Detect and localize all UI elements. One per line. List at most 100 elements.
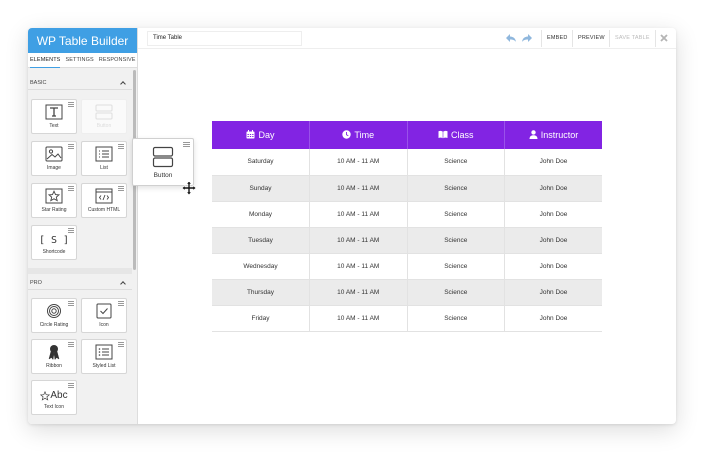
tab-elements[interactable]: ELEMENTS [30,53,61,68]
preview-button[interactable]: PREVIEW [578,35,605,41]
drag-handle-icon[interactable] [68,102,74,107]
cell-day[interactable]: Saturday [212,149,310,176]
user-icon [529,130,538,139]
move-cursor-icon [181,180,197,196]
table-row: Monday 10 AM - 11 AM Science John Doe [212,201,602,228]
cell-time[interactable]: 10 AM - 11 AM [309,253,408,280]
section-divider [28,268,132,274]
element-text[interactable]: Text [31,99,77,134]
header-cell-class[interactable]: Class [407,121,505,149]
cell-class[interactable]: Science [407,149,505,176]
header-label: Instructor [540,130,579,140]
drag-handle-icon[interactable] [68,301,74,306]
element-list[interactable]: List [81,141,127,176]
cell-class[interactable]: Science [407,253,505,280]
header-cell-instructor[interactable]: Instructor [504,121,602,149]
element-image[interactable]: Image [31,141,77,176]
element-custom-html[interactable]: Custom HTML [81,183,127,218]
element-star-rating[interactable]: Star Rating [31,183,77,218]
table-row: Tuesday 10 AM - 11 AM Science John Doe [212,227,602,254]
embed-button[interactable]: EMBED [547,35,568,41]
drag-handle-icon[interactable] [118,144,124,149]
header-cell-day[interactable]: Day [212,121,310,149]
clock-icon [342,130,352,139]
toolbar-divider [541,30,542,47]
cell-time[interactable]: 10 AM - 11 AM [309,279,408,306]
section-title: BASIC [30,79,47,86]
save-table-button[interactable]: SAVE TABLE [615,35,650,41]
element-label: List [100,165,108,171]
cell-time[interactable]: 10 AM - 11 AM [309,201,408,228]
close-icon[interactable] [658,32,670,44]
drag-handle-icon[interactable] [68,186,74,191]
checkbox-icon [96,303,112,319]
redo-icon[interactable] [521,32,533,44]
element-label: Text Icon [43,404,64,410]
cell-instructor[interactable]: John Doe [504,227,602,254]
cell-day[interactable]: Friday [212,305,310,332]
section-basic-header[interactable]: BASIC [28,76,132,90]
drag-handle-icon[interactable] [68,144,74,149]
element-icon[interactable]: Icon [81,298,127,333]
element-label: Styled List [92,363,116,369]
time-table: Day Time Class Instructor [212,121,602,332]
drag-handle-icon[interactable] [118,186,124,191]
drag-handle-icon[interactable] [118,342,124,347]
cell-day[interactable]: Monday [212,201,310,228]
drag-label: Button [153,171,173,179]
undo-icon[interactable] [505,32,517,44]
cell-class[interactable]: Science [407,175,505,202]
cell-class[interactable]: Science [407,201,505,228]
element-button[interactable]: Button [81,99,127,134]
chevron-up-icon[interactable] [120,80,126,87]
section-title: PRO [30,279,42,286]
section-pro: PRO [28,276,132,290]
cell-instructor[interactable]: John Doe [504,201,602,228]
tab-settings[interactable]: SETTINGS [65,56,94,63]
element-text-icon[interactable]: Abc Text Icon [31,380,77,415]
cell-instructor[interactable]: John Doe [504,305,602,332]
cell-day[interactable]: Sunday [212,175,310,202]
drag-handle-icon[interactable] [68,228,74,233]
element-label: Custom HTML [87,207,121,213]
cell-class[interactable]: Science [407,279,505,306]
cell-instructor[interactable]: John Doe [504,253,602,280]
cell-time[interactable]: 10 AM - 11 AM [309,175,408,202]
cell-instructor[interactable]: John Doe [504,175,602,202]
table-header-row: Day Time Class Instructor [212,121,602,149]
drag-handle-icon[interactable] [68,383,74,388]
cell-time[interactable]: 10 AM - 11 AM [309,149,408,176]
header-label: Time [354,130,375,140]
text-icon-glyph: Abc [50,390,68,401]
cell-class[interactable]: Science [407,227,505,254]
drag-handle-icon[interactable] [68,342,74,347]
chevron-up-icon[interactable] [120,280,126,287]
cell-instructor[interactable]: John Doe [504,279,602,306]
calendar-icon [246,130,255,139]
element-ribbon[interactable]: Ribbon [31,339,77,374]
button-icon [152,146,174,167]
cell-time[interactable]: 10 AM - 11 AM [309,227,408,254]
header-cell-time[interactable]: Time [309,121,408,149]
header-label: Day [258,130,275,140]
tab-responsive[interactable]: RESPONSIVE [98,56,136,63]
element-styled-list[interactable]: Styled List [81,339,127,374]
cell-time[interactable]: 10 AM - 11 AM [309,305,408,332]
dragging-button-element[interactable]: Button [132,138,194,186]
cell-instructor[interactable]: John Doe [504,149,602,176]
image-icon [45,146,63,162]
element-shortcode[interactable]: [ S ] Shortcode [31,225,77,260]
cell-class[interactable]: Science [407,305,505,332]
shortcode-icon: [ S ] [38,235,70,246]
cell-day[interactable]: Thursday [212,279,310,306]
element-label: Star Rating [41,207,67,213]
cell-day[interactable]: Wednesday [212,253,310,280]
table-row: Sunday 10 AM - 11 AM Science John Doe [212,175,602,202]
cell-day[interactable]: Tuesday [212,227,310,254]
table-name-input[interactable]: Time Table [147,31,302,46]
element-circle-rating[interactable]: Circle Rating [31,298,77,333]
element-label: Circle Rating [39,322,69,328]
section-pro-header[interactable]: PRO [28,276,132,290]
table-row: Thursday 10 AM - 11 AM Science John Doe [212,279,602,306]
drag-handle-icon[interactable] [118,301,124,306]
